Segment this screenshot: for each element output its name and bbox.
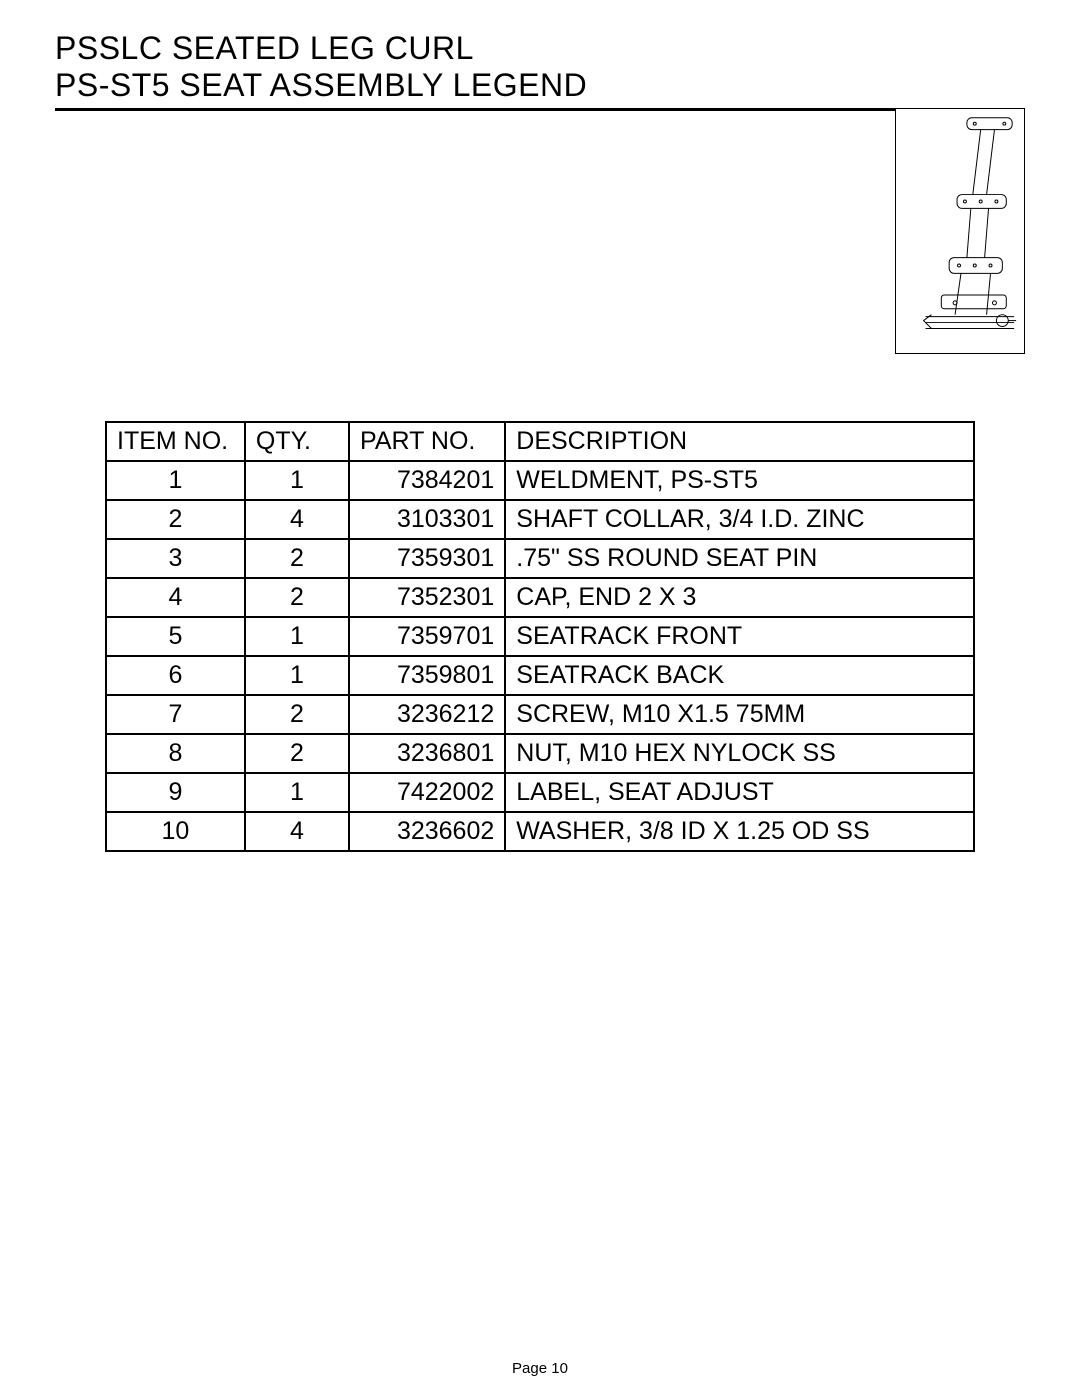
cell-part-no: 7359701 (349, 617, 505, 656)
cell-description: SEATRACK BACK (505, 656, 974, 695)
cell-part-no: 3103301 (349, 500, 505, 539)
cell-description: WELDMENT, PS-ST5 (505, 461, 974, 500)
table-row: 1043236602WASHER, 3/8 ID X 1.25 OD SS (106, 812, 974, 851)
cell-description: SCREW, M10 X1.5 75MM (505, 695, 974, 734)
cell-description: .75" SS ROUND SEAT PIN (505, 539, 974, 578)
table-row: 617359801SEATRACK BACK (106, 656, 974, 695)
table-row: 517359701SEATRACK FRONT (106, 617, 974, 656)
col-header-qty: QTY. (245, 422, 349, 461)
cell-qty: 1 (245, 656, 349, 695)
table-row: 723236212SCREW, M10 X1.5 75MM (106, 695, 974, 734)
title-line-2: PS-ST5 SEAT ASSEMBLY LEGEND (55, 67, 1025, 104)
table-row: 327359301.75" SS ROUND SEAT PIN (106, 539, 974, 578)
col-header-desc: DESCRIPTION (505, 422, 974, 461)
cell-part-no: 7359301 (349, 539, 505, 578)
cell-qty: 1 (245, 461, 349, 500)
parts-table: ITEM NO. QTY. PART NO. DESCRIPTION 11738… (105, 421, 975, 852)
cell-item-no: 1 (106, 461, 245, 500)
cell-description: CAP, END 2 X 3 (505, 578, 974, 617)
cell-qty: 1 (245, 773, 349, 812)
table-row: 917422002LABEL, SEAT ADJUST (106, 773, 974, 812)
cell-qty: 4 (245, 500, 349, 539)
cell-item-no: 2 (106, 500, 245, 539)
title-block: PSSLC SEATED LEG CURL PS-ST5 SEAT ASSEMB… (55, 30, 1025, 111)
cell-part-no: 7359801 (349, 656, 505, 695)
cell-item-no: 3 (106, 539, 245, 578)
table-row: 823236801NUT, M10 HEX NYLOCK SS (106, 734, 974, 773)
cell-item-no: 8 (106, 734, 245, 773)
cell-description: NUT, M10 HEX NYLOCK SS (505, 734, 974, 773)
cell-item-no: 4 (106, 578, 245, 617)
col-header-part: PART NO. (349, 422, 505, 461)
cell-item-no: 10 (106, 812, 245, 851)
table-row: 117384201WELDMENT, PS-ST5 (106, 461, 974, 500)
cell-qty: 2 (245, 539, 349, 578)
table-header-row: ITEM NO. QTY. PART NO. DESCRIPTION (106, 422, 974, 461)
cell-part-no: 3236801 (349, 734, 505, 773)
assembly-diagram (895, 108, 1025, 354)
cell-item-no: 7 (106, 695, 245, 734)
cell-item-no: 5 (106, 617, 245, 656)
cell-qty: 2 (245, 695, 349, 734)
cell-description: WASHER, 3/8 ID X 1.25 OD SS (505, 812, 974, 851)
cell-description: SEATRACK FRONT (505, 617, 974, 656)
cell-description: SHAFT COLLAR, 3/4 I.D. ZINC (505, 500, 974, 539)
cell-part-no: 7352301 (349, 578, 505, 617)
cell-qty: 1 (245, 617, 349, 656)
cell-part-no: 3236602 (349, 812, 505, 851)
cell-qty: 4 (245, 812, 349, 851)
cell-part-no: 7422002 (349, 773, 505, 812)
cell-part-no: 7384201 (349, 461, 505, 500)
col-header-item: ITEM NO. (106, 422, 245, 461)
cell-description: LABEL, SEAT ADJUST (505, 773, 974, 812)
table-row: 427352301CAP, END 2 X 3 (106, 578, 974, 617)
cell-part-no: 3236212 (349, 695, 505, 734)
page-footer: Page 10 (0, 1360, 1080, 1377)
table-row: 243103301SHAFT COLLAR, 3/4 I.D. ZINC (106, 500, 974, 539)
seat-assembly-icon (896, 109, 1024, 353)
cell-item-no: 6 (106, 656, 245, 695)
cell-qty: 2 (245, 578, 349, 617)
cell-qty: 2 (245, 734, 349, 773)
title-line-1: PSSLC SEATED LEG CURL (55, 30, 1025, 67)
cell-item-no: 9 (106, 773, 245, 812)
